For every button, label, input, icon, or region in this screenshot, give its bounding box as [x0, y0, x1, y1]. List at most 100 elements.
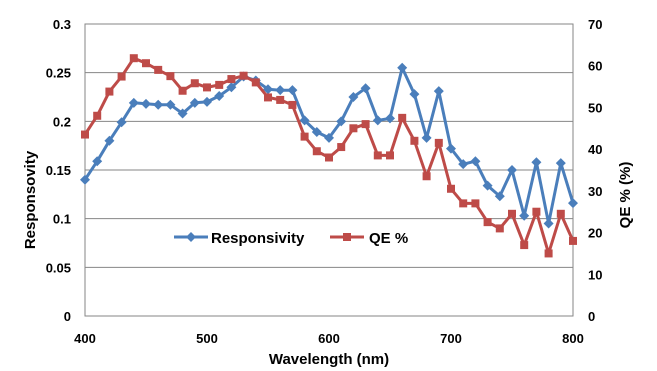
data-point-responsivity: [299, 115, 310, 126]
data-point-qe: [81, 130, 89, 139]
y-right-tick-label: 30: [588, 184, 602, 199]
y-left-tick-label: 0.1: [53, 212, 71, 227]
data-point-qe: [154, 65, 163, 74]
data-point-responsivity: [165, 99, 176, 110]
x-tick-label: 800: [562, 331, 584, 346]
data-point-responsivity: [92, 156, 103, 167]
x-axis-title: Wavelength (nm): [269, 351, 389, 368]
data-point-responsivity: [80, 174, 90, 185]
data-point-responsivity: [287, 85, 298, 96]
data-point-qe: [434, 138, 443, 147]
data-point-qe: [166, 72, 175, 81]
data-point-responsivity: [531, 157, 542, 168]
data-point-qe: [398, 113, 407, 122]
y-axis-left-title: Responsovity: [22, 150, 39, 249]
data-point-responsivity: [104, 135, 115, 146]
data-point-qe: [300, 132, 309, 141]
data-point-responsivity: [507, 165, 517, 175]
data-point-qe: [459, 199, 468, 208]
data-point-responsivity: [360, 83, 371, 94]
data-point-responsivity: [397, 62, 408, 73]
y-left-tick-label: 0.05: [46, 260, 71, 275]
data-point-qe: [251, 78, 260, 87]
data-point-qe: [495, 224, 504, 233]
data-point-responsivity: [324, 132, 334, 143]
y-right-tick-label: 60: [588, 59, 602, 74]
y-left-tick-label: 0.25: [46, 66, 71, 81]
data-point-qe: [373, 151, 382, 160]
data-point-responsivity: [214, 91, 225, 102]
data-point-qe: [312, 147, 321, 156]
x-tick-label: 500: [196, 331, 218, 346]
data-point-qe: [532, 207, 541, 216]
data-point-responsivity: [494, 191, 505, 202]
data-point-qe: [386, 151, 394, 160]
data-point-responsivity: [519, 210, 530, 221]
data-point-qe: [337, 143, 346, 152]
data-point-qe: [447, 184, 455, 193]
data-point-responsivity: [189, 97, 200, 108]
data-point-qe: [117, 72, 126, 81]
data-point-responsivity: [311, 127, 322, 138]
data-point-qe: [288, 100, 297, 109]
data-point-responsivity: [543, 218, 554, 229]
data-point-qe: [349, 124, 358, 133]
data-point-responsivity: [226, 82, 237, 93]
x-tick-label: 600: [318, 331, 340, 346]
y-right-tick-label: 0: [588, 309, 595, 324]
data-point-responsivity: [348, 92, 359, 102]
data-point-qe: [471, 199, 480, 208]
data-point-responsivity: [568, 198, 578, 209]
data-point-qe: [264, 93, 272, 102]
data-point-qe: [325, 153, 333, 162]
data-point-qe: [422, 172, 431, 181]
data-point-responsivity: [482, 180, 493, 191]
data-point-qe: [129, 54, 138, 63]
data-point-qe: [483, 218, 492, 227]
legend: Responsivity QE %: [174, 230, 408, 247]
data-point-responsivity: [385, 113, 395, 124]
data-point-responsivity: [446, 143, 456, 154]
data-point-qe: [520, 241, 529, 250]
data-point-qe: [556, 209, 565, 218]
y-axis-right-title: QE % (%): [617, 162, 634, 229]
data-point-responsivity: [433, 86, 444, 97]
legend-marker-responsivity: [186, 232, 196, 242]
data-point-qe: [361, 120, 370, 129]
data-point-qe: [410, 136, 419, 145]
data-point-responsivity: [336, 116, 347, 127]
data-point-qe: [227, 75, 236, 84]
data-point-qe: [508, 209, 516, 218]
y-right-tick-label: 40: [588, 142, 602, 157]
data-point-responsivity: [372, 115, 383, 126]
data-point-responsivity: [141, 98, 151, 109]
data-point-responsivity: [153, 99, 164, 110]
plot-area-border: [84, 23, 574, 317]
legend-label-qe: QE %: [369, 230, 408, 247]
data-point-qe: [93, 111, 102, 120]
data-point-responsivity: [263, 84, 273, 95]
x-tick-label: 400: [74, 331, 96, 346]
data-point-qe: [544, 249, 553, 258]
y-left-tick-label: 0.15: [46, 163, 71, 178]
data-point-qe: [105, 87, 114, 96]
data-point-responsivity: [458, 159, 469, 170]
legend-marker-qe: [343, 233, 351, 241]
data-point-responsivity: [275, 85, 286, 96]
y-left-tick-label: 0: [64, 309, 71, 324]
data-point-qe: [190, 79, 199, 88]
data-point-qe: [215, 80, 224, 89]
data-point-responsivity: [470, 156, 481, 167]
data-point-qe: [142, 59, 150, 68]
series: [80, 54, 578, 258]
data-point-responsivity: [409, 89, 420, 100]
data-point-qe: [178, 86, 187, 95]
tick-labels: 400 500 600 700 800 0 0.05 0.1 0.15 0.2 0.25 0.3 0 10…: [46, 17, 603, 346]
data-point-qe: [203, 83, 211, 92]
y-right-tick-label: 20: [588, 226, 602, 241]
data-point-qe: [276, 95, 285, 104]
y-right-tick-label: 70: [588, 17, 602, 32]
data-point-responsivity: [555, 158, 566, 169]
